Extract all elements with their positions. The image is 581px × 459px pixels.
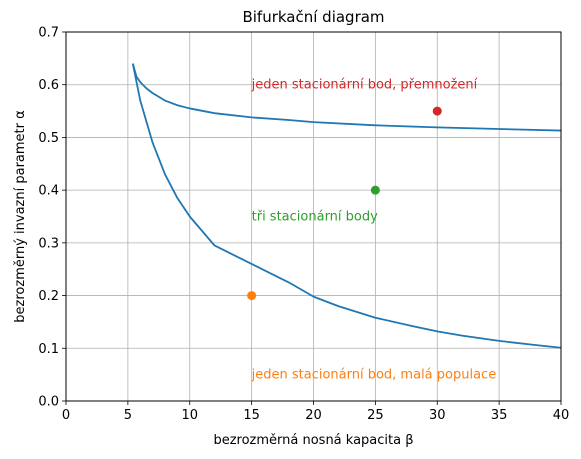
y-tick-label: 0.2 [38,289,59,304]
annotation-2: tři stacionární body [252,210,378,225]
data-point-2 [370,185,380,195]
x-tick-label: 40 [553,408,570,423]
x-tick-label: 35 [491,408,508,423]
series-line-2 [131,63,562,349]
series-group [131,63,562,349]
data-point-3 [247,291,257,301]
y-tick-label: 0.6 [38,78,59,93]
x-tick-label: 10 [181,408,198,423]
markers-group [247,106,442,301]
x-tick-label: 30 [429,408,446,423]
x-axis-label: bezrozměrná nosná kapacita β [213,433,413,448]
annotation-3: jeden stacionární bod, malá populace [251,368,497,383]
y-tick-label: 0.1 [38,342,59,357]
x-tick-label: 0 [62,408,70,423]
x-tick-label: 5 [124,408,132,423]
data-point-1 [432,106,442,116]
x-tick-label: 15 [243,408,260,423]
y-tick-label: 0.7 [38,26,59,41]
y-tick-label: 0.4 [38,184,59,199]
y-axis-label: bezrozměrný invazní parametr α [13,110,28,322]
y-tick-label: 0.5 [38,131,59,146]
annotation-1: jeden stacionární bod, přemnožení [251,78,478,93]
ticks-group: 0 5 10 15 20 25 30 35 40 0.0 0.1 0.2 0.3 0.4 0.5 0.6 0.7 [38,26,569,424]
x-tick-label: 25 [367,408,384,423]
annotations-group: jeden stacionární bod, přemnožení tři sta… [251,78,497,383]
series-line-1 [131,63,562,132]
x-tick-label: 20 [305,408,322,423]
y-tick-label: 0.3 [38,236,59,251]
y-tick-label: 0.0 [38,395,59,410]
chart-title: Bifurkační diagram [242,8,384,26]
